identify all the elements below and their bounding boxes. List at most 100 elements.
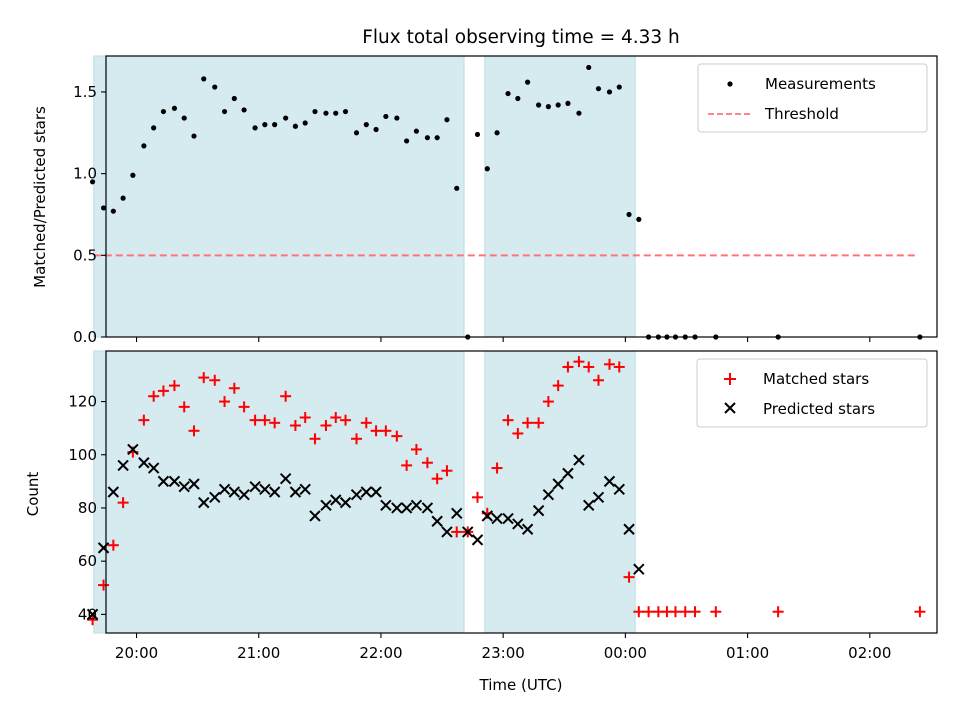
measurement-point [130,172,136,178]
y-tick-label: 0.0 [73,328,97,346]
legend-matched-marker [724,373,736,385]
y-tick-label: 120 [68,393,97,411]
matched-star-point [320,419,332,431]
matched-star-point [340,414,352,426]
predicted-star-point [289,486,302,498]
predicted-star-point [127,443,139,456]
measurement-point [555,102,561,108]
matched-star-point [914,606,926,618]
matched-star-point [562,361,574,373]
predicted-star-point [380,499,392,512]
matched-star-point [238,401,250,413]
predicted-star-point [592,491,605,504]
measurement-point [141,143,147,149]
predicted-star-point [228,486,241,498]
measurement-point [110,208,116,214]
matched-star-point [472,491,484,503]
predicted-star-point [360,486,373,498]
y-tick-label: 80 [78,499,97,517]
measurement-point [586,64,592,71]
measurement-point [283,115,289,121]
measurement-point [333,110,339,116]
predicted-star-point [552,478,564,490]
matched-star-point [613,361,625,373]
measurement-point [262,122,268,128]
predicted-star-point [431,515,443,527]
measurement-point [576,110,582,116]
measurement-point [494,130,500,136]
predicted-star-point [573,454,585,466]
predicted-star-point [370,486,382,498]
top-observing-window-2 [484,55,636,338]
matched-star-point [269,417,281,429]
x-tick-label: 21:00 [237,644,280,662]
matched-star-point [689,606,701,618]
x-tick-label: 20:00 [115,644,158,662]
measurement-point [515,95,521,102]
matched-star-point [107,539,119,551]
measurement-point [606,89,613,95]
measurement-point [373,126,379,133]
predicted-star-point [471,534,484,546]
predicted-star-point [451,507,463,519]
top-panel-x-ticks [136,337,871,342]
predicted-star-point [462,526,474,538]
matched-star-point [391,430,403,442]
measurement-point [474,131,481,138]
predicted-star-point [583,499,595,512]
measurement-point [160,108,167,115]
predicted-star-point [350,488,363,501]
measurement-point [272,122,278,128]
y-tick-label: 1.5 [73,83,97,101]
measurement-point [545,104,551,110]
measurement-point [323,110,329,116]
predicted-star-point [268,486,281,498]
measurement-point [171,105,178,111]
bottom-panel-shading [93,350,636,634]
predicted-star-point [330,494,342,506]
measurement-point [221,108,228,115]
predicted-star-point [107,486,120,498]
x-axis-label: Time (UTC) [479,676,563,694]
measurement-point [89,179,96,185]
matched-star-point [451,526,463,538]
legend-measurements-marker [727,81,733,87]
measurement-point [616,84,622,90]
matched-star-point [491,462,503,474]
predicted-star-point [603,475,616,488]
y-tick-label: 60 [78,552,97,570]
matched-star-point [87,614,99,626]
measurement-point [636,216,642,222]
predicted-star-point [481,510,493,522]
measurement-point [312,108,318,115]
matched-star-point [188,425,200,437]
measurement-point [444,117,450,123]
measurement-point [342,108,349,115]
x-tick-label: 00:00 [604,644,647,662]
measurement-point [413,128,420,134]
top-panel-y-axis: 0.0 0.5 1.0 1.5 [73,83,106,346]
matched-star-point [168,380,180,392]
predicted-star-point [299,483,311,496]
matched-star-point [410,443,422,455]
measurement-point [100,205,107,211]
matched-star-point [209,374,221,386]
matched-star-point [603,358,615,370]
matched-star-point [370,425,382,437]
matched-star-point [573,356,585,368]
predicted-star-point [168,475,181,488]
predicted-star-point [421,502,434,514]
y-tick-label: 100 [68,446,97,464]
bottom-observing-window-1 [93,350,465,634]
legend-predicted-label: Predicted stars [763,400,875,418]
predicted-star-point [391,502,403,514]
matched-star-point [431,473,443,485]
legend-measurements-label: Measurements [765,75,876,93]
measurement-point [484,166,490,172]
predicted-star-point [249,480,261,493]
matched-star-point [259,414,271,426]
measurement-point [120,195,126,201]
y-tick-label: 40 [78,605,97,623]
matched-star-point [309,433,321,445]
